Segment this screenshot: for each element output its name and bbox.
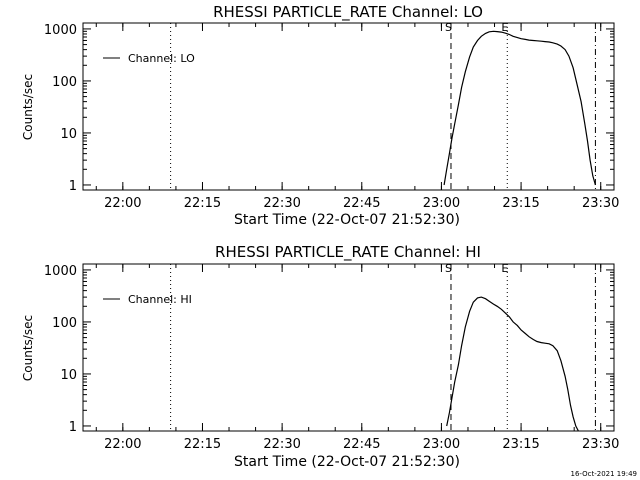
y-tick-label: 100 — [52, 75, 77, 90]
axis-ticks: 22:00 22:15 22:30 22:45 23:00 23:15 23:30 1 10 10… — [44, 264, 620, 452]
series-layer — [443, 30, 596, 186]
x-tick-label: 22:45 — [343, 437, 380, 452]
chart-panel-hi: RHESSI PARTICLE_RATE Channel: HI 22:00 22… — [21, 243, 619, 470]
generation-timestamp: 16-Oct-2021 19:49 — [571, 470, 637, 478]
legend-label: Channel: LO — [128, 52, 195, 65]
time-marker-label: E — [501, 262, 508, 275]
y-axis-label: Counts/sec — [21, 74, 35, 140]
y-tick-label: 1000 — [44, 264, 77, 279]
plot-frame — [82, 22, 615, 191]
x-tick-label: 23:30 — [582, 437, 619, 452]
x-tick-label: 23:00 — [423, 196, 460, 211]
y-tick-label: 1000 — [44, 23, 77, 38]
series-line — [443, 30, 596, 186]
y-tick-label: 100 — [52, 316, 77, 331]
x-tick-label: 22:00 — [104, 196, 141, 211]
time-marker-label: S — [445, 21, 452, 34]
x-tick-label: 23:00 — [423, 437, 460, 452]
x-tick-label: 22:00 — [104, 437, 141, 452]
x-tick-label: 23:15 — [502, 437, 539, 452]
plot-frame — [82, 263, 615, 432]
x-tick-label: 23:30 — [582, 196, 619, 211]
x-tick-label: 22:30 — [263, 196, 300, 211]
x-axis-label: Start Time (22-Oct-07 21:52:30) — [234, 212, 460, 228]
chart-title: RHESSI PARTICLE_RATE Channel: LO — [213, 3, 483, 22]
legend-label: Channel: HI — [128, 293, 192, 306]
time-marker-label: S — [445, 262, 452, 275]
x-tick-label: 22:30 — [263, 437, 300, 452]
y-tick-label: 10 — [60, 368, 77, 383]
chart-title: RHESSI PARTICLE_RATE Channel: HI — [215, 243, 481, 262]
x-axis-label: Start Time (22-Oct-07 21:52:30) — [234, 454, 460, 470]
y-tick-label: 10 — [60, 127, 77, 142]
y-tick-label: 1 — [69, 420, 77, 435]
x-tick-label: 23:15 — [502, 196, 539, 211]
legend: Channel: HI — [103, 293, 192, 306]
y-tick-label: 1 — [69, 179, 77, 194]
series-layer — [446, 296, 579, 432]
series-line — [446, 296, 579, 432]
axis-ticks: 22:00 22:15 22:30 22:45 23:00 23:15 23:30 1 10 10… — [44, 23, 620, 211]
x-tick-label: 22:45 — [343, 196, 380, 211]
x-tick-label: 22:15 — [184, 437, 221, 452]
time-marker-label: E — [501, 21, 508, 34]
chart-panel-lo: RHESSI PARTICLE_RATE Channel: LO 22:00 22… — [21, 3, 619, 228]
x-tick-label: 22:15 — [184, 196, 221, 211]
y-axis-label: Counts/sec — [21, 315, 35, 381]
legend: Channel: LO — [103, 52, 195, 65]
